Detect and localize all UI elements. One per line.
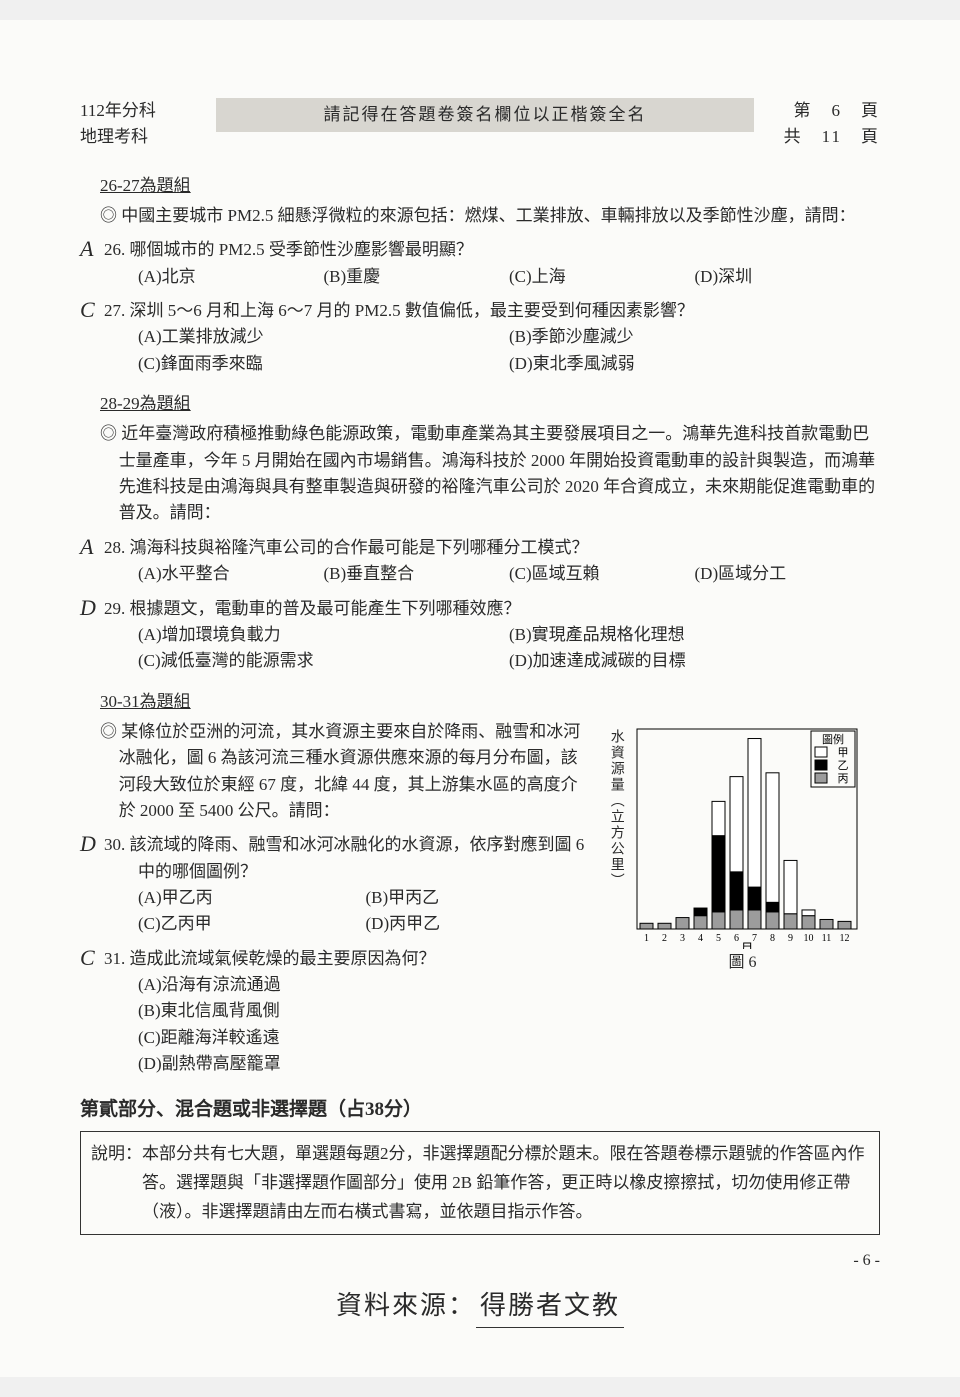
header-right: 第 6 頁 共 11 頁 <box>760 98 880 151</box>
q28-opt-d: (D)區域分工 <box>695 561 881 587</box>
svg-text:10: 10 <box>803 933 813 944</box>
answer-31: C <box>80 946 104 970</box>
q27-opt-b: (B)季節沙塵減少 <box>509 324 880 350</box>
q30-text: 30. 該流域的降雨、融雪和冰河冰融化的水資源，依序對應到圖 6 中的哪個圖例？ <box>104 832 593 885</box>
q26-opt-b: (B)重慶 <box>324 264 510 290</box>
chart-caption: 圖 6 <box>605 951 880 976</box>
section-2-instructions: 說明：本部分共有七大題，單選題每題2分，非選擇題配分標於題末。限在答題卷標示題號… <box>80 1131 880 1236</box>
q31-opt-c: (C)距離海洋較遙遠 <box>104 1025 593 1051</box>
group-28-29-stem: ◎ 近年臺灣政府積極推動綠色能源政策，電動車產業為其主要發展項目之一。鴻華先進科… <box>100 421 880 526</box>
q26-opt-d: (D)深圳 <box>695 264 881 290</box>
q30-opt-b: (B)甲丙乙 <box>366 885 594 911</box>
group-30-31-title: 30-31為題組 <box>100 689 880 715</box>
section-2-title: 第貳部分、混合題或非選擇題（占38分） <box>80 1095 880 1124</box>
chart-ylabel: 水資源量（立方公里） <box>605 729 627 889</box>
answer-27: C <box>80 298 104 322</box>
exam-year: 112年分科 <box>80 98 210 124</box>
svg-text:丙: 丙 <box>837 773 848 785</box>
svg-text:12: 12 <box>839 933 849 944</box>
q28-opt-c: (C)區域互賴 <box>509 561 695 587</box>
page-total: 共 11 頁 <box>760 124 880 150</box>
q28-text: 28. 鴻海科技與裕隆汽車公司的合作最可能是下列哪種分工模式？ <box>104 535 880 561</box>
svg-text:1: 1 <box>644 933 649 944</box>
source-line: 資料來源：得勝者文教 <box>80 1286 880 1327</box>
q29-opt-b: (B)實現產品規格化理想 <box>509 622 880 648</box>
source-label: 資料來源： <box>336 1291 476 1320</box>
q26-text: 26. 哪個城市的 PM2.5 受季節性沙塵影響最明顯？ <box>104 237 880 263</box>
question-27: C 27. 深圳 5～6 月和上海 6～7 月的 PM2.5 數值偏低，最主要受… <box>80 298 880 377</box>
page-number: 第 6 頁 <box>760 98 880 124</box>
answer-26: A <box>80 237 104 261</box>
svg-text:甲: 甲 <box>837 747 848 759</box>
answer-29: D <box>80 596 104 620</box>
answer-28: A <box>80 535 104 559</box>
q27-opt-a: (A)工業排放減少 <box>138 324 509 350</box>
group-26-27-title: 26-27為題組 <box>100 173 880 199</box>
q26-opt-a: (A)北京 <box>138 264 324 290</box>
group-28-29-title: 28-29為題組 <box>100 391 880 417</box>
svg-text:9: 9 <box>788 933 793 944</box>
q30-opt-a: (A)甲乙丙 <box>138 885 366 911</box>
q27-opt-c: (C)鋒面雨季來臨 <box>138 351 509 377</box>
exam-subject: 地理考科 <box>80 124 210 150</box>
svg-text:8: 8 <box>770 933 775 944</box>
group-30-31-stem: ◎ 某條位於亞洲的河流，其水資源主要來自於降雨、融雪和冰河冰融化，圖 6 為該河… <box>100 719 593 824</box>
instr-text: 說明：本部分共有七大題，單選題每題2分，非選擇題配分標於題末。限在答題卷標示題號… <box>91 1140 869 1227</box>
q31-text: 31. 造成此流域氣候乾燥的最主要原因為何？ <box>104 946 593 972</box>
q31-opt-a: (A)沿海有涼流通過 <box>104 972 593 998</box>
q26-opt-c: (C)上海 <box>509 264 695 290</box>
question-31: C 31. 造成此流域氣候乾燥的最主要原因為何？ (A)沿海有涼流通過 (B)東… <box>80 946 593 1078</box>
svg-text:月: 月 <box>740 941 753 949</box>
q28-opt-b: (B)垂直整合 <box>324 561 510 587</box>
q29-opt-d: (D)加速達成減碳的目標 <box>509 648 880 674</box>
q30-opt-d: (D)丙甲乙 <box>366 911 594 937</box>
q30-opt-c: (C)乙丙甲 <box>138 911 366 937</box>
svg-text:11: 11 <box>821 933 831 944</box>
chart-6-svg: 123456789101112月圖例甲乙丙 <box>627 719 877 949</box>
q29-opt-c: (C)減低臺灣的能源需求 <box>138 648 509 674</box>
svg-text:5: 5 <box>716 933 721 944</box>
exam-page: 112年分科 地理考科 請記得在答題卷簽名欄位以正楷簽全名 第 6 頁 共 11… <box>0 20 960 1377</box>
footer-page-number: - 6 - <box>80 1249 880 1274</box>
header-reminder: 請記得在答題卷簽名欄位以正楷簽全名 <box>216 98 754 132</box>
svg-text:6: 6 <box>734 933 739 944</box>
svg-text:2: 2 <box>662 933 667 944</box>
answer-30: D <box>80 832 104 856</box>
svg-text:圖例: 圖例 <box>822 732 844 746</box>
question-28: A 28. 鴻海科技與裕隆汽車公司的合作最可能是下列哪種分工模式？ (A)水平整… <box>80 535 880 588</box>
q27-opt-d: (D)東北季風減弱 <box>509 351 880 377</box>
q27-text: 27. 深圳 5～6 月和上海 6～7 月的 PM2.5 數值偏低，最主要受到何… <box>104 298 880 324</box>
q29-text: 29. 根據題文，電動車的普及最可能產生下列哪種效應？ <box>104 596 880 622</box>
svg-text:乙: 乙 <box>837 759 848 772</box>
question-29: D 29. 根據題文，電動車的普及最可能產生下列哪種效應？ (A)增加環境負載力… <box>80 596 880 675</box>
svg-text:3: 3 <box>680 933 685 944</box>
q29-opt-a: (A)增加環境負載力 <box>138 622 509 648</box>
svg-text:4: 4 <box>698 933 703 944</box>
group-26-27-stem: ◎ 中國主要城市 PM2.5 細懸浮微粒的來源包括：燃煤、工業排放、車輛排放以及… <box>100 203 880 229</box>
question-26: A 26. 哪個城市的 PM2.5 受季節性沙塵影響最明顯？ (A)北京 (B)… <box>80 237 880 290</box>
question-30: D 30. 該流域的降雨、融雪和冰河冰融化的水資源，依序對應到圖 6 中的哪個圖… <box>80 832 593 937</box>
q31-opt-d: (D)副熱帶高壓籠罩 <box>104 1051 593 1077</box>
q28-opt-a: (A)水平整合 <box>138 561 324 587</box>
source-value: 得勝者文教 <box>476 1286 624 1327</box>
figure-6: 水資源量（立方公里） 123456789101112月圖例甲乙丙 圖 6 <box>605 719 880 976</box>
header-left: 112年分科 地理考科 <box>80 98 210 151</box>
q31-opt-b: (B)東北信風背風側 <box>104 998 593 1024</box>
page-header: 112年分科 地理考科 請記得在答題卷簽名欄位以正楷簽全名 第 6 頁 共 11… <box>80 98 880 151</box>
